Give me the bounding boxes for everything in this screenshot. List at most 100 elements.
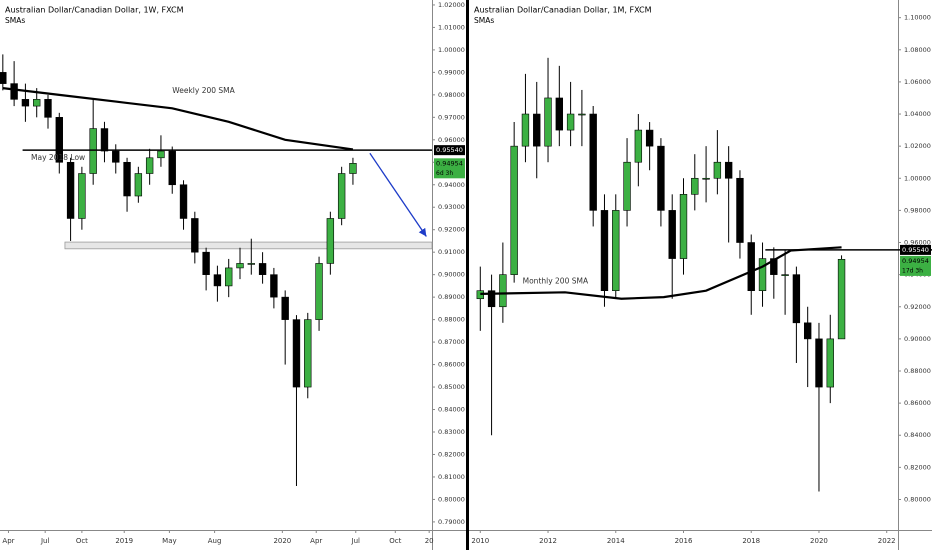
- candle-body: [89, 128, 97, 174]
- candle-body: [702, 177, 710, 180]
- candle-body: [544, 97, 552, 147]
- candle-body: [521, 113, 530, 147]
- y-tick-label: 0.83000: [438, 428, 465, 436]
- candle-body: [270, 274, 278, 298]
- candle-body: [668, 210, 676, 259]
- candle-body: [634, 129, 643, 163]
- x-tick-label: 2018: [742, 537, 760, 545]
- countdown-label: 6d 3h: [436, 170, 453, 177]
- y-tick-label: 0.93000: [438, 203, 465, 211]
- level-price-box: [900, 244, 931, 255]
- candle-body: [510, 145, 518, 275]
- candle-body: [337, 173, 346, 219]
- x-tick-label: Oct: [389, 537, 401, 545]
- y-tick-label: 0.98000: [438, 91, 465, 99]
- candle-body: [612, 210, 620, 291]
- y-tick-label: 0.91000: [438, 248, 465, 256]
- y-tick-label: 0.82000: [904, 463, 931, 471]
- y-tick-label: 0.92000: [438, 226, 465, 234]
- x-tick-label: 2020: [273, 537, 291, 545]
- y-tick-label: 0.87000: [438, 338, 465, 346]
- countdown-label: 17d 3h: [902, 267, 923, 274]
- candle-body: [179, 184, 188, 219]
- y-tick-label: 0.89000: [438, 293, 465, 301]
- annotation: May 2018 Low: [31, 153, 85, 162]
- level-price-label: 0.95540: [436, 146, 463, 154]
- candle-body: [123, 161, 131, 197]
- candle-body: [758, 258, 767, 291]
- candle-body: [168, 150, 176, 186]
- candle-body: [213, 274, 222, 287]
- y-tick-label: 0.84000: [904, 431, 931, 439]
- y-tick-label: 1.00000: [904, 174, 931, 182]
- x-tick-label: 2012: [539, 537, 557, 545]
- x-tick-label: Apr: [310, 537, 322, 545]
- chart-title: Australian Dollar/Canadian Dollar, 1W, F…: [5, 6, 184, 15]
- candle-body: [66, 161, 75, 219]
- last-price-box: [900, 255, 931, 276]
- y-tick-label: 0.86000: [904, 399, 931, 407]
- candle-body: [281, 296, 289, 320]
- candle-body: [736, 177, 744, 243]
- y-tick-label: 1.06000: [904, 78, 931, 86]
- sma-label: Monthly 200 SMA: [523, 276, 589, 285]
- y-tick-label: 0.85000: [438, 383, 465, 391]
- candle-body: [803, 322, 812, 340]
- y-tick-label: 0.99000: [438, 68, 465, 76]
- x-tick-label: Apr: [2, 537, 14, 545]
- x-tick-label: May: [162, 537, 176, 545]
- y-tick-label: 0.94000: [438, 181, 465, 189]
- candle-body: [44, 99, 52, 118]
- candle-body: [815, 338, 823, 388]
- y-tick-label: 0.82000: [438, 450, 465, 458]
- divider: [466, 0, 469, 550]
- candle-body: [566, 113, 575, 131]
- candle-body: [258, 263, 267, 275]
- candle-body: [225, 267, 233, 287]
- y-tick-label: 0.90000: [904, 335, 931, 343]
- y-tick-label: 0.96000: [438, 136, 465, 144]
- candle-body: [21, 99, 30, 107]
- candle-body: [499, 274, 507, 308]
- y-tick-label: 0.98000: [904, 206, 931, 214]
- y-tick-label: 0.88000: [438, 316, 465, 324]
- candle-body: [691, 177, 699, 195]
- candle-body: [487, 290, 496, 308]
- candle-body: [555, 97, 564, 131]
- candle-body: [145, 157, 154, 174]
- candle-body: [349, 163, 357, 174]
- candle-body: [326, 218, 335, 264]
- level-price-label: 0.95540: [902, 246, 929, 254]
- candle-body: [578, 113, 586, 116]
- x-tick-label: 20: [425, 537, 434, 545]
- x-tick-label: Jul: [40, 537, 50, 545]
- y-tick-label: 1.10000: [904, 14, 931, 22]
- candle-body: [10, 83, 18, 100]
- last-price-box: [434, 158, 465, 179]
- y-tick-label: 0.97000: [438, 113, 465, 121]
- x-tick-label: 2019: [115, 537, 133, 545]
- x-tick-label: 2022: [878, 537, 896, 545]
- candle-body: [724, 161, 733, 179]
- y-tick-label: 0.80000: [438, 495, 465, 503]
- y-tick-label: 1.01000: [438, 23, 465, 31]
- x-tick-label: 2016: [675, 537, 693, 545]
- candle-body: [533, 113, 541, 147]
- candle-body: [157, 150, 165, 159]
- y-tick-label: 0.81000: [438, 473, 465, 481]
- y-tick-label: 1.08000: [904, 46, 931, 54]
- candle-body: [55, 117, 63, 163]
- y-tick-label: 1.02000: [438, 1, 465, 9]
- candle-body: [247, 263, 255, 265]
- candle-body: [304, 319, 312, 388]
- chart-subtitle: SMAs: [474, 16, 494, 25]
- candle-body: [112, 150, 120, 163]
- x-tick-label: Jul: [351, 537, 361, 545]
- candle-body: [33, 99, 41, 107]
- candle-body: [202, 251, 210, 275]
- y-tick-label: 0.88000: [904, 367, 931, 375]
- x-tick-label: Oct: [76, 537, 88, 545]
- candle-body: [826, 338, 834, 388]
